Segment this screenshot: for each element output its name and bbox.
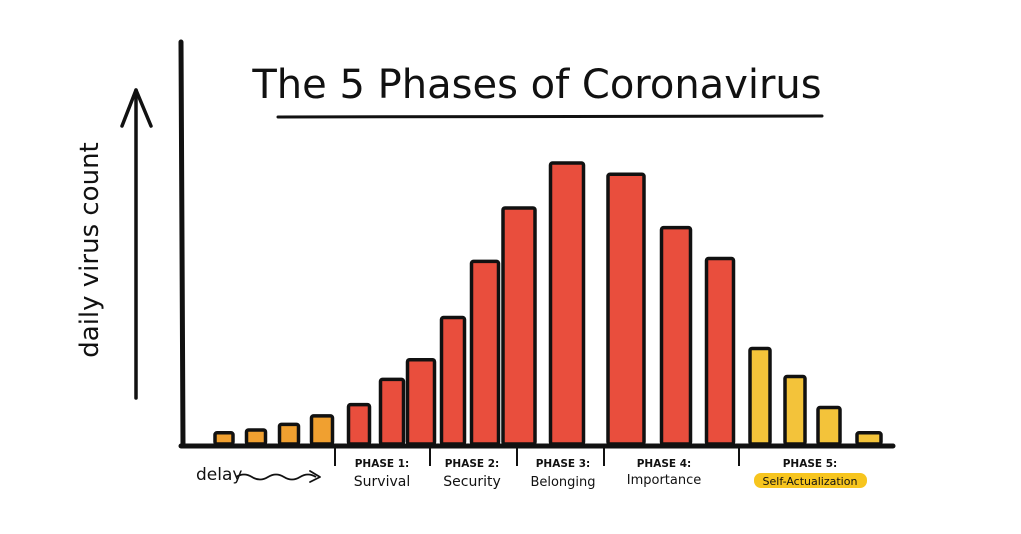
phase-4-number: PHASE 4: — [637, 458, 692, 470]
delay-arrow-icon — [235, 470, 321, 483]
phase-4-name: Importance — [627, 473, 702, 488]
phase-5-number: PHASE 5: — [783, 458, 838, 470]
phase-2-name: Security — [443, 474, 501, 490]
bar-6 — [378, 377, 406, 446]
phase-5-name: Self-Actualization — [763, 475, 858, 488]
bar-14 — [704, 256, 736, 446]
bar-18 — [855, 431, 883, 446]
bar-3 — [277, 422, 301, 446]
chart-title: The 5 Phases of Coronavirus — [251, 62, 821, 108]
bar-4 — [309, 414, 335, 446]
bars — [213, 161, 883, 446]
bar-11 — [548, 161, 586, 446]
bar-16 — [783, 374, 807, 446]
bar-12 — [606, 172, 646, 446]
y-arrow-icon — [120, 88, 153, 400]
bar-1 — [213, 431, 235, 446]
bar-17 — [816, 405, 842, 446]
bar-2 — [244, 428, 268, 446]
phase-2-number: PHASE 2: — [445, 458, 500, 470]
bar-10 — [501, 206, 537, 446]
bar-8 — [439, 315, 467, 446]
phase-5-highlight — [754, 473, 867, 488]
phase-dividers — [334, 446, 740, 466]
bar-5 — [346, 402, 372, 446]
title-underline — [276, 114, 824, 119]
phase-3-number: PHASE 3: — [536, 458, 591, 470]
y-axis-label: daily virus count — [75, 142, 105, 357]
phase-3-name: Belonging — [530, 475, 595, 490]
bar-13 — [659, 225, 693, 446]
phase-1-name: Survival — [354, 474, 410, 490]
y-axis-line — [178, 39, 186, 449]
bar-9 — [469, 259, 501, 446]
bar-15 — [748, 346, 772, 446]
phase-1-number: PHASE 1: — [355, 458, 410, 470]
delay-label: delay — [196, 465, 242, 485]
bar-7 — [405, 357, 437, 446]
